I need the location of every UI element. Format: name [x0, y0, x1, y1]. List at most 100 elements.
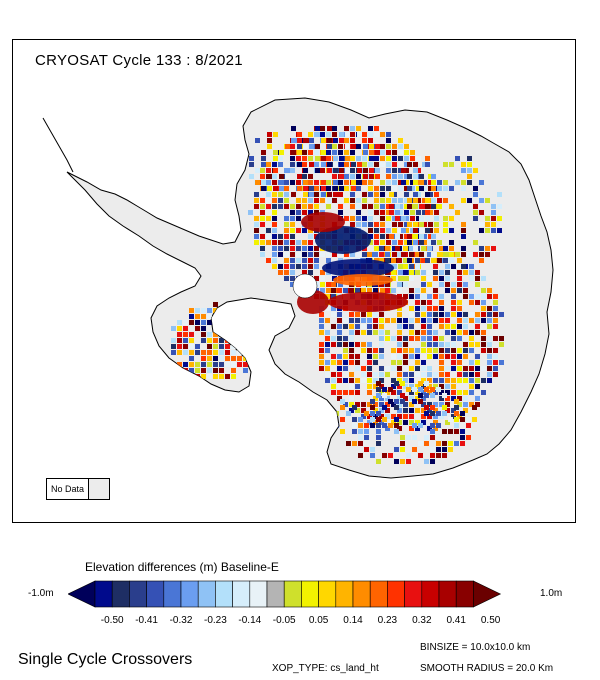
- crossover-cell: [401, 216, 406, 221]
- crossover-cell: [398, 168, 403, 173]
- crossover-cell: [397, 252, 402, 257]
- crossover-cell: [314, 192, 319, 197]
- crossover-cell: [189, 344, 194, 349]
- crossover-cell: [481, 288, 486, 293]
- crossover-cell: [331, 342, 336, 347]
- crossover-cell: [422, 186, 427, 191]
- crossover-cell: [403, 384, 408, 389]
- crossover-cell: [457, 348, 462, 353]
- colorbar-swatch: [146, 580, 165, 608]
- crossover-cell: [410, 204, 415, 209]
- crossover-cell: [439, 294, 444, 299]
- crossover-cell: [392, 162, 397, 167]
- crossover-cell: [431, 186, 436, 191]
- crossover-cell: [249, 350, 254, 355]
- crossover-cell: [266, 240, 271, 245]
- crossover-cell: [339, 162, 344, 167]
- crossover-cell: [394, 459, 399, 464]
- crossover-cell: [430, 453, 435, 458]
- crossover-cell: [333, 192, 338, 197]
- crossover-cell: [314, 258, 319, 263]
- crossover-cell: [469, 312, 474, 317]
- crossover-cell: [356, 222, 361, 227]
- crossover-cell: [225, 320, 230, 325]
- crossover-cell: [415, 354, 420, 359]
- crossover-cell: [374, 198, 379, 203]
- crossover-cell: [433, 348, 438, 353]
- crossover-cell: [457, 414, 462, 419]
- crossover-cell: [379, 312, 384, 317]
- crossover-cell: [457, 282, 462, 287]
- crossover-cell: [331, 360, 336, 365]
- crossover-cell: [392, 228, 397, 233]
- crossover-cell: [285, 168, 290, 173]
- crossover-cell: [409, 372, 414, 377]
- crossover-cell: [445, 378, 450, 383]
- crossover-cell: [356, 198, 361, 203]
- crossover-cell: [375, 144, 380, 149]
- crossover-cell: [386, 198, 391, 203]
- crossover-cell: [419, 252, 424, 257]
- crossover-cell: [388, 387, 393, 392]
- crossover-cell: [195, 362, 200, 367]
- crossover-cell: [315, 126, 320, 131]
- colorbar-swatch: [455, 580, 474, 608]
- crossover-cell: [290, 264, 295, 269]
- crossover-cell: [386, 138, 391, 143]
- crossover-cell: [284, 186, 289, 191]
- crossover-cell: [419, 180, 424, 185]
- crossover-cell: [463, 342, 468, 347]
- crossover-cell: [201, 320, 206, 325]
- crossover-cell: [337, 372, 342, 377]
- crossover-cell: [442, 453, 447, 458]
- colorbar-ticks: -0.50 -0.41 -0.32 -0.23 -0.14 -0.05 0.05 0.14 0.…: [0, 615, 600, 629]
- crossover-cell: [392, 252, 397, 257]
- crossover-cell: [308, 228, 313, 233]
- crossover-cell: [332, 174, 337, 179]
- crossover-cell: [481, 306, 486, 311]
- crossover-cell: [219, 374, 224, 379]
- crossover-cell: [475, 396, 480, 401]
- crossover-cell: [472, 417, 477, 422]
- crossover-cell: [469, 348, 474, 353]
- crossover-cell: [343, 348, 348, 353]
- crossover-cell: [231, 368, 236, 373]
- crossover-cell: [340, 399, 345, 404]
- crossover-cell: [385, 258, 390, 263]
- crossover-cell: [386, 144, 391, 149]
- crossover-cell: [415, 426, 420, 431]
- crossover-cell: [254, 198, 259, 203]
- crossover-cell: [433, 342, 438, 347]
- crossover-cell: [373, 414, 378, 419]
- crossover-cell: [382, 423, 387, 428]
- crossover-cell: [418, 387, 423, 392]
- crossover-cell: [421, 342, 426, 347]
- crossover-cell: [481, 348, 486, 353]
- crossover-cell: [225, 350, 230, 355]
- crossover-cell: [345, 156, 350, 161]
- crossover-cell: [395, 234, 400, 239]
- crossover-cell: [379, 318, 384, 323]
- crossover-cell: [455, 210, 460, 215]
- crossover-cell: [183, 332, 188, 337]
- crossover-cell: [255, 326, 260, 331]
- crossover-cell: [343, 336, 348, 341]
- crossover-cell: [463, 366, 468, 371]
- crossover-cell: [461, 228, 466, 233]
- crossover-cell: [481, 378, 486, 383]
- crossover-cell: [389, 204, 394, 209]
- crossover-cell: [290, 228, 295, 233]
- crossover-cell: [249, 156, 254, 161]
- crossover-cell: [356, 210, 361, 215]
- crossover-cell: [376, 429, 381, 434]
- crossover-cell: [237, 362, 242, 367]
- crossover-cell: [344, 174, 349, 179]
- crossover-cell: [401, 168, 406, 173]
- crossover-cell: [332, 132, 337, 137]
- crossover-cell: [255, 138, 260, 143]
- crossover-cell: [380, 240, 385, 245]
- crossover-cell: [332, 252, 337, 257]
- crossover-cell: [355, 384, 360, 389]
- crossover-cell: [397, 414, 402, 419]
- elevation-anomaly: [301, 212, 345, 232]
